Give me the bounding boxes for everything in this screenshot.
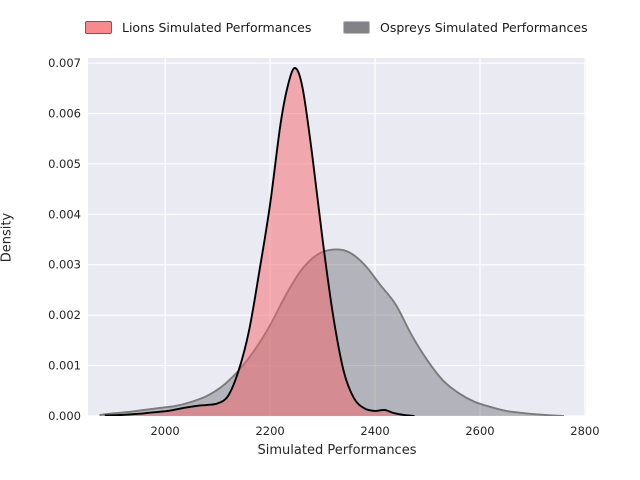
x-tick-label: 2600 — [465, 424, 494, 438]
lions-legend-swatch — [85, 21, 112, 34]
ospreys-legend-swatch — [343, 21, 370, 34]
y-tick-label: 0.001 — [48, 359, 81, 373]
y-tick-label: 0.003 — [48, 258, 81, 272]
x-tick-label: 2000 — [150, 424, 179, 438]
y-axis-title: Density — [0, 212, 15, 263]
kde-line-lions — [104, 67, 415, 416]
x-tick-label: 2200 — [255, 424, 284, 438]
lions-legend-label: Lions Simulated Performances — [122, 20, 312, 35]
kde-fill-lions — [104, 68, 415, 416]
y-tick-label: 0.006 — [48, 106, 81, 120]
legend-item-ospreys: Ospreys Simulated Performances — [343, 20, 588, 35]
y-tick-label: 0.000 — [48, 409, 81, 423]
x-axis-title: Simulated Performances — [257, 443, 417, 458]
ospreys-legend-label: Ospreys Simulated Performances — [380, 20, 588, 35]
y-tick-label: 0.002 — [48, 308, 81, 322]
legend-item-lions: Lions Simulated Performances — [85, 20, 311, 35]
x-tick-label: 2800 — [570, 424, 599, 438]
y-tick-label: 0.004 — [48, 207, 81, 221]
y-tick-label: 0.005 — [48, 157, 81, 171]
kde-line-ospreys — [99, 248, 565, 416]
x-tick-label: 2400 — [360, 424, 389, 438]
y-tick-label: 0.007 — [48, 56, 81, 70]
